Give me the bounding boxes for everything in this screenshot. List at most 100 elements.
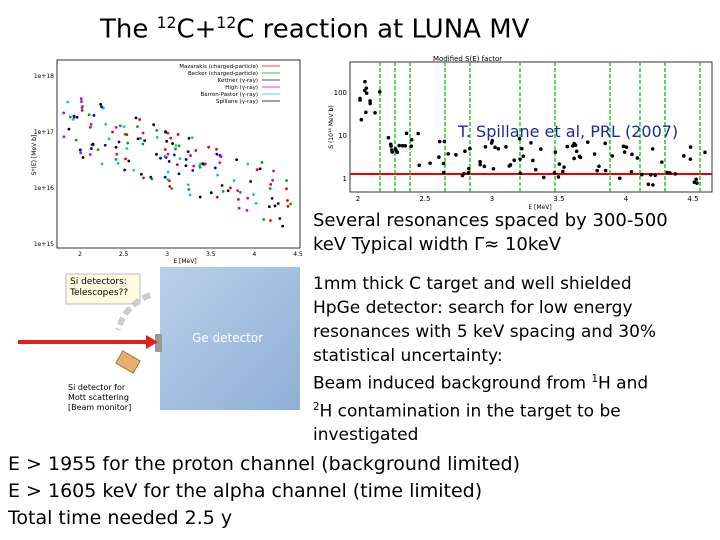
plot-point [364, 110, 368, 115]
plot-point [236, 197, 240, 201]
plot-point [72, 114, 76, 118]
plot-point [363, 79, 367, 84]
plot-point [595, 168, 599, 173]
plot-point [489, 141, 494, 145]
plot-point [258, 167, 262, 171]
plot-point [646, 182, 651, 187]
plot-point [252, 193, 255, 196]
legend-label: Becker (charged-particle) [188, 71, 258, 77]
plot-point [194, 149, 198, 152]
y-axis-label: S*(E) [MeV b] [31, 135, 38, 176]
plot-point [178, 157, 182, 161]
plot-point [80, 109, 84, 112]
plot-point [166, 131, 170, 135]
plot-point [139, 136, 142, 140]
text-line: Telescopes?? [70, 288, 129, 298]
plot-point [286, 199, 289, 202]
text-line: E > 1605 keV for the alpha channel (time… [8, 480, 483, 502]
plot-point [215, 152, 219, 156]
plot-point [622, 150, 627, 154]
plot-point [175, 163, 179, 167]
x-axis-label: E [MeV] [528, 204, 551, 211]
left-plot-frame [56, 59, 301, 249]
si-telescope-box [65, 273, 141, 305]
plot-point [114, 126, 118, 129]
plot-point [285, 187, 288, 191]
plot-point [437, 155, 441, 159]
plot-point [446, 152, 451, 156]
plot-point [226, 189, 230, 193]
plot-point [141, 142, 145, 146]
plot-point [688, 145, 693, 149]
plot-point [67, 127, 71, 131]
si-monitor-label: Si detector for Mott scattering [Beam mo… [68, 383, 131, 413]
plot-point [188, 193, 192, 197]
plot-point [136, 137, 140, 141]
plot-point [276, 202, 280, 205]
text: H and [597, 373, 649, 394]
text-line: 1mm thick C target and well shielded [313, 274, 632, 294]
plot-point [169, 136, 173, 140]
plot-point [519, 146, 524, 151]
plot-point [177, 172, 181, 176]
text-line: Si detector for [68, 383, 126, 392]
plot-point [272, 169, 275, 173]
plot-point [165, 139, 169, 143]
plot-point [517, 136, 522, 141]
plot-point [442, 139, 447, 144]
plot-point [668, 171, 672, 175]
plot-point [572, 156, 576, 161]
plot-point [651, 183, 655, 187]
plot-point [557, 162, 562, 166]
plot-point [125, 147, 129, 150]
plot-point [397, 143, 402, 148]
text: H contamination in the target to be [319, 401, 621, 422]
text-line: Several resonances spaced by 300-500 [313, 210, 668, 231]
plot-point [79, 97, 83, 101]
plot-point [539, 147, 543, 151]
text-line: resonances with 5 keV spacing and 30% [313, 322, 657, 342]
text-line: 2H contamination in the target to be [313, 396, 656, 424]
plot-point [703, 150, 707, 155]
plot-point [482, 164, 487, 169]
plot-point [176, 133, 180, 136]
plot-point [255, 168, 259, 172]
plot-point [220, 184, 224, 187]
plot-point [531, 158, 535, 163]
plot-point [394, 148, 398, 153]
plot-point [268, 187, 272, 190]
plot-point [400, 143, 405, 148]
plot-point [592, 152, 597, 156]
plot-point [198, 165, 202, 169]
plot-point [236, 189, 240, 192]
text-line: statistical uncertainty: [313, 346, 503, 366]
plot-point [142, 176, 145, 180]
plot-point [246, 162, 250, 166]
plot-point [624, 145, 629, 149]
plot-point [665, 170, 670, 175]
plot-point [91, 142, 95, 146]
plot-point [235, 158, 239, 162]
title-sup: 12 [216, 14, 237, 32]
plot-point [478, 162, 482, 167]
plot-point [441, 170, 446, 175]
plot-point [390, 150, 395, 154]
plot-point [533, 167, 538, 172]
plot-point [403, 143, 408, 148]
plot-point [190, 136, 194, 140]
plot-point [104, 122, 108, 126]
plot-point [155, 129, 159, 132]
plot-point [562, 165, 566, 169]
title-text: C+ [176, 14, 217, 45]
plot-point [491, 167, 496, 171]
plot-point [164, 130, 168, 134]
plot-point [166, 152, 170, 156]
plot-point [74, 138, 78, 142]
resonances: Several resonances spaced by 300-500 keV… [313, 209, 668, 257]
ge-label: Ge detector [192, 331, 264, 345]
x-tick-label: 4.5 [687, 195, 698, 203]
plot-point [389, 144, 393, 148]
plot-point [152, 123, 156, 127]
y-axis-label: S (10¹⁶ MeV b) [328, 105, 335, 148]
